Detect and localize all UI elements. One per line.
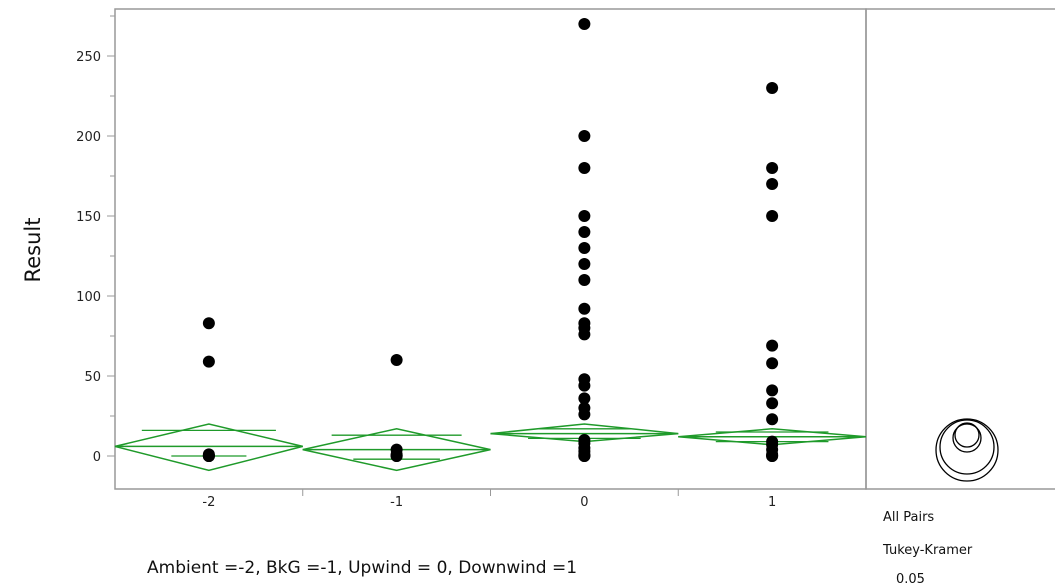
data-point-0-16: [578, 408, 591, 421]
data-point-0-0: [578, 18, 591, 30]
comparison-circles: [935, 418, 999, 482]
data-point-1-3: [766, 210, 779, 222]
x-tick-label--1: -1: [390, 495, 403, 510]
comparison-label-line3: 0.05: [896, 572, 925, 587]
comparison-circle-2: [952, 423, 982, 453]
y-axis-label: Result: [21, 218, 45, 283]
data-point--1-0: [390, 354, 403, 366]
data-point-0-23: [578, 450, 591, 462]
y-tick-label-50: 50: [84, 370, 101, 385]
comparison-circle-3: [954, 422, 980, 448]
data-point-0-5: [578, 242, 591, 254]
data-point-1-14: [766, 450, 779, 462]
comparison-label-line2: Tukey-Kramer: [882, 543, 973, 558]
data-point-0-2: [578, 162, 591, 174]
data-point--2-1: [202, 355, 215, 368]
plot-frame: [114, 8, 867, 490]
data-point-1-5: [766, 357, 779, 370]
data-point--2-0: [202, 317, 215, 330]
comparison-label-line1: All Pairs: [883, 510, 934, 525]
data-point-0-6: [578, 258, 591, 270]
comparison-circles-frame: [865, 8, 1055, 490]
data-point-1-1: [766, 162, 779, 174]
data-point-0-13: [578, 379, 591, 392]
comparison-circle-0: [935, 418, 999, 482]
data-point-0-3: [578, 210, 591, 222]
x-axis: -2 -1 0 1: [202, 489, 776, 510]
y-tick-label-100: 100: [76, 290, 101, 305]
y-tick-label-200: 200: [76, 130, 101, 145]
data-point-1-4: [766, 339, 779, 352]
data-point-1-2: [766, 178, 779, 190]
data-point-0-1: [578, 130, 591, 142]
means-diamonds: [114, 423, 867, 472]
x-tick-label--2: -2: [202, 495, 215, 510]
data-point-0-7: [578, 274, 591, 286]
data-point--1-4: [390, 450, 403, 462]
y-axis: 0 50 100 150 200 250: [76, 15, 115, 465]
y-tick-label-150: 150: [76, 210, 101, 225]
data-point-0-11: [578, 328, 591, 341]
y-tick-label-250: 250: [76, 50, 101, 65]
x-axis-label: Ambient =-2, BkG =-1, Upwind = 0, Downwi…: [147, 558, 577, 578]
x-tick-label-0: 0: [580, 495, 588, 510]
data-point--2-5: [202, 450, 215, 462]
data-point-1-0: [766, 82, 779, 94]
y-tick-label-0: 0: [93, 450, 101, 465]
data-points: [202, 18, 779, 462]
data-point-0-8: [578, 302, 591, 315]
data-point-1-6: [766, 384, 779, 397]
data-point-1-8: [766, 413, 779, 426]
data-point-0-14: [578, 392, 591, 405]
x-tick-label-1: 1: [768, 495, 776, 510]
data-point-1-7: [766, 397, 779, 410]
data-point-0-4: [578, 226, 591, 238]
comparison-circle-1: [939, 419, 995, 475]
